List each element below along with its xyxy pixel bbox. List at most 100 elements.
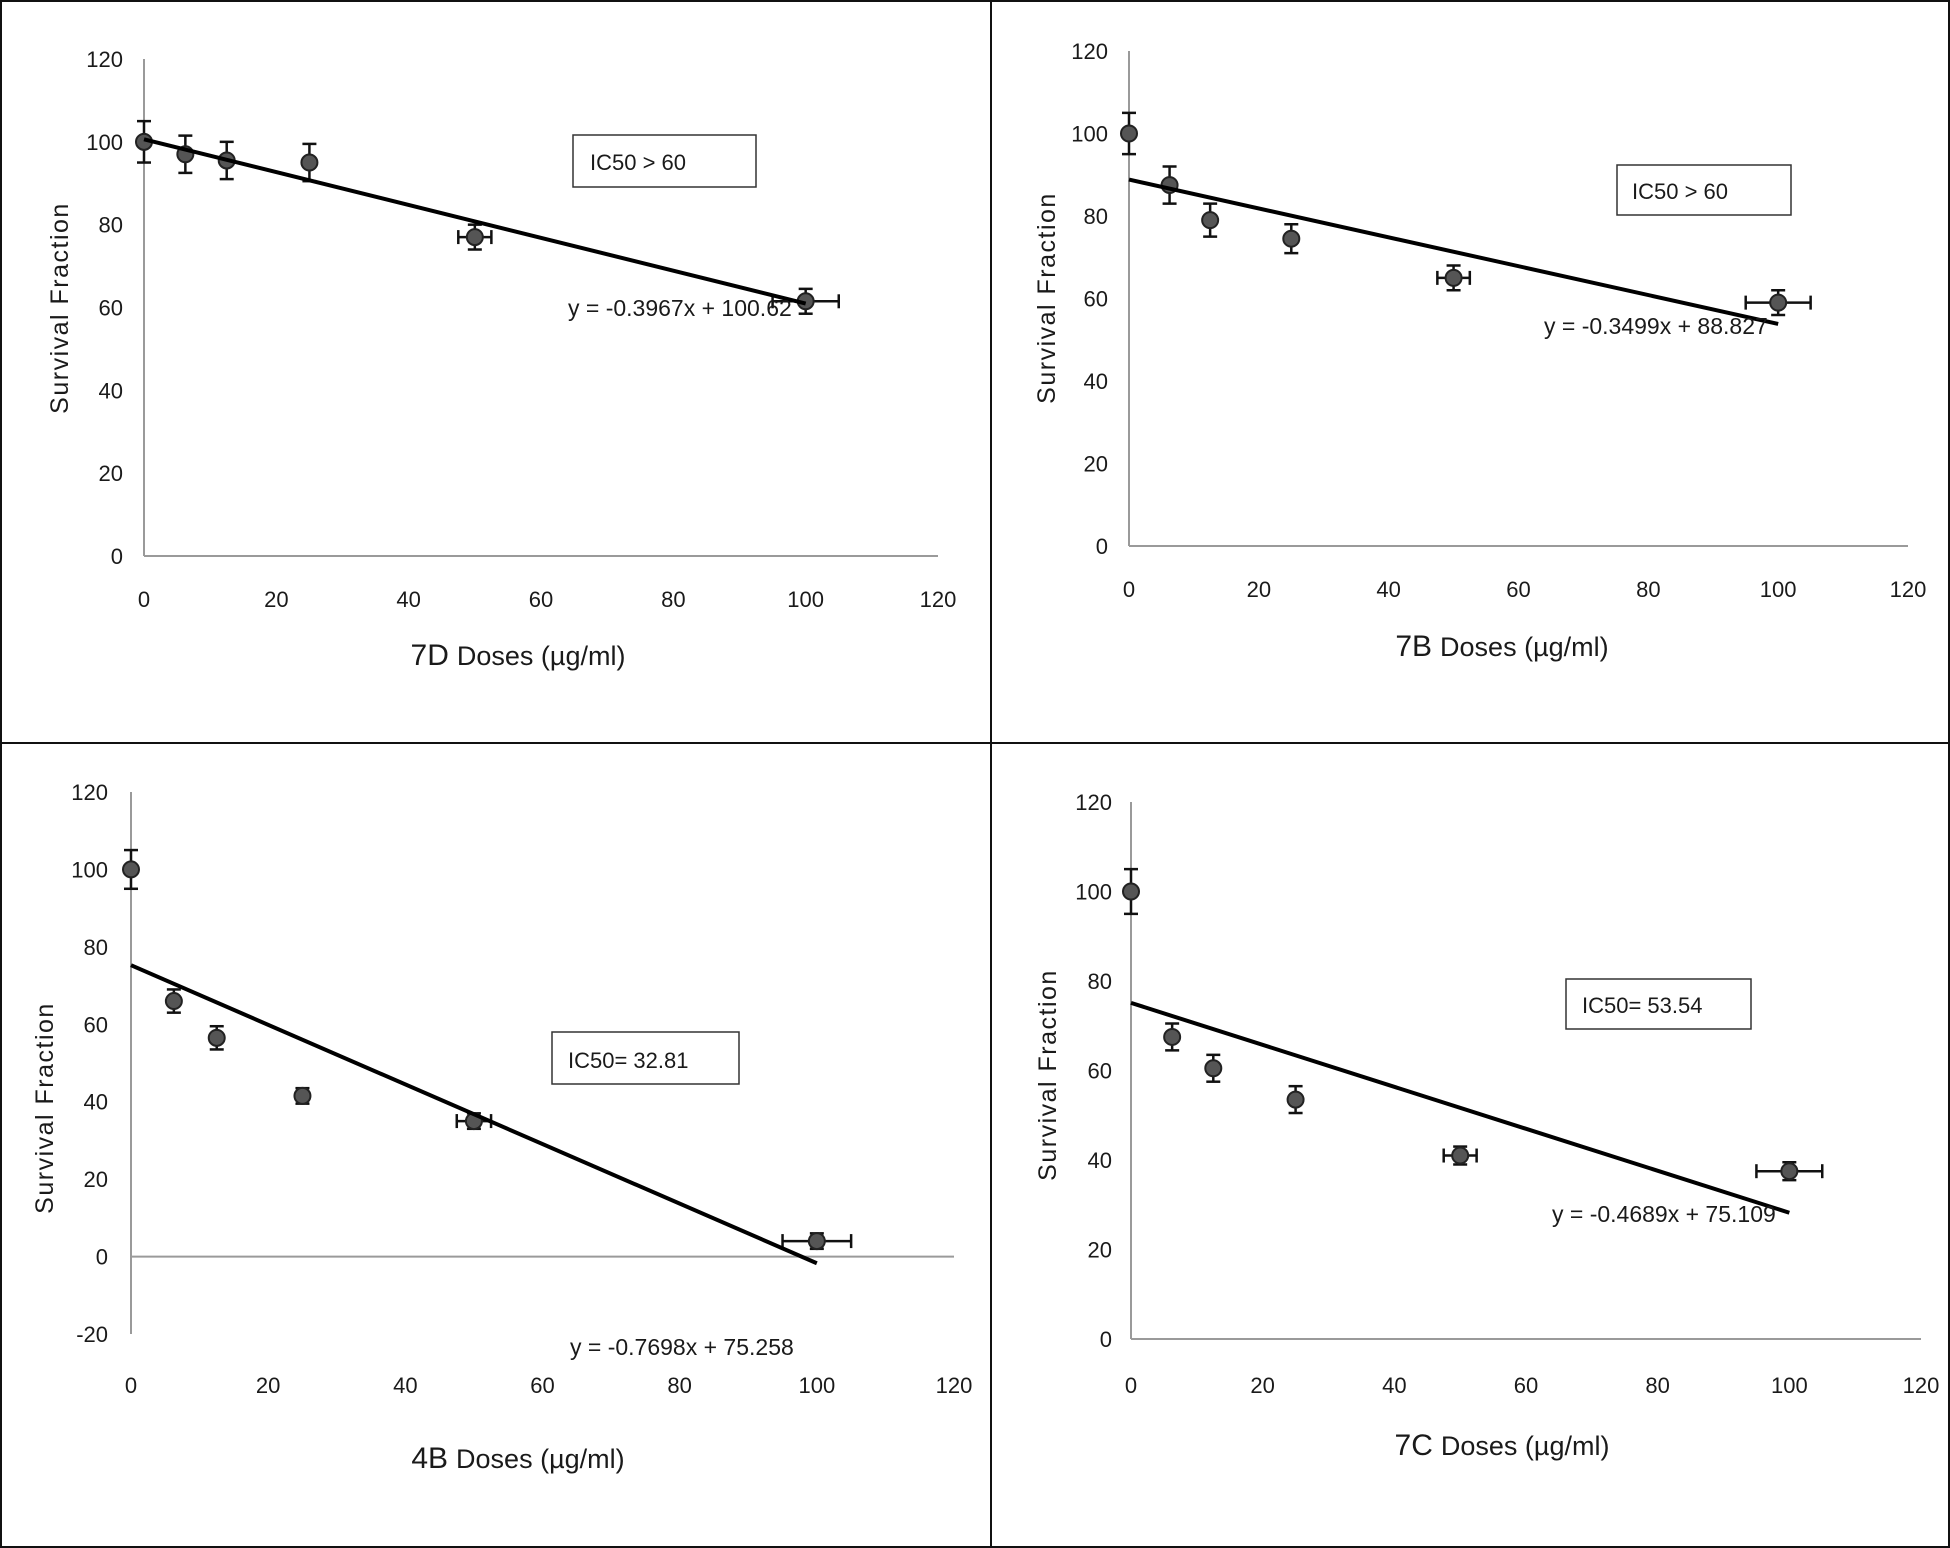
data-point [1780,1162,1799,1181]
y-tick-label: 40 [99,378,123,403]
ic50-label: IC50 > 60 [590,150,686,175]
data-point [1286,1090,1305,1109]
x-tick-label: 20 [1250,1373,1274,1398]
ic50-box [1616,164,1792,216]
y-tick-label: 100 [71,857,108,882]
x-tick-label: 80 [661,587,685,612]
trendline [130,963,818,1266]
y-tick-label: 20 [1088,1238,1112,1263]
trendline [1128,177,1779,326]
y-tick-label: 20 [1084,452,1108,477]
data-point [1451,1146,1470,1165]
chart-panel-7c: Survival Fraction 7C Doses (µg/ml) IC50= … [1034,790,1939,1462]
data-point [1769,293,1788,312]
data-point [465,228,484,247]
data-point [293,1086,312,1105]
x-tick-label: 0 [1123,577,1135,602]
y-tick-label: 80 [1088,969,1112,994]
data-point [122,860,140,879]
trendline-equation: y = -0.7698x + 75.258 [570,1334,794,1360]
x-tick-label: 80 [1645,1373,1669,1398]
y-tick-label: 120 [1071,39,1108,64]
x-tick-label: 100 [798,1373,835,1398]
x-tick-label: 40 [1382,1373,1406,1398]
x-tick-label: 60 [1506,577,1530,602]
trendline [1130,1000,1790,1215]
y-tick-label: 40 [1084,369,1108,394]
x-tick-label: 40 [393,1373,417,1398]
x-axis-label: 7B Doses (µg/ml) [1395,630,1608,663]
x-tick-label: 20 [264,587,288,612]
chart-panel-7b: Survival Fraction 7B Doses (µg/ml) IC50 >… [1033,39,1926,663]
x-tick-label: 60 [1514,1373,1538,1398]
ic50-label: IC50 > 60 [1632,179,1728,204]
ic50-box [572,134,757,188]
x-tick-label: 40 [396,587,420,612]
y-tick-label: 0 [1096,534,1108,559]
x-tick-label: 80 [667,1373,691,1398]
x-axis-label: 7D Doses (µg/ml) [411,639,626,672]
data-point [1201,211,1220,230]
x-tick-label: 100 [1771,1373,1808,1398]
y-tick-label: 80 [1084,204,1108,229]
dose-label: Doses (µg/ml) [457,641,626,671]
trendline-equation: y = -0.4689x + 75.109 [1552,1201,1776,1227]
x-tick-label: 60 [529,587,553,612]
y-tick-label: 80 [99,213,123,238]
y-tick-label: 40 [1088,1148,1112,1173]
x-tick-label: 40 [1376,577,1400,602]
data-point [1120,124,1138,143]
ic50-box [551,1031,740,1085]
x-axis-label: 4B Doses (µg/ml) [411,1442,624,1475]
y-axis-label: Survival Fraction [1033,192,1061,404]
data-point [1163,1027,1182,1046]
x-tick-label: 100 [787,587,824,612]
y-tick-label: 60 [1088,1059,1112,1084]
data-point [1122,882,1140,901]
x-tick-label: 0 [125,1373,137,1398]
y-tick-label: 60 [99,296,123,321]
dose-label: Doses (µg/ml) [1441,1431,1610,1461]
chart-panel-7d: Survival Fraction 7D Doses (µg/ml) IC50 >… [46,47,956,672]
x-tick-label: 100 [1760,577,1797,602]
y-tick-label: 120 [1075,790,1112,815]
y-tick-label: 20 [84,1167,108,1192]
y-tick-label: 100 [86,130,123,155]
data-point [807,1232,826,1251]
y-axis-label: Survival Fraction [46,202,74,414]
data-point [1282,229,1301,248]
x-tick-label: 80 [1636,577,1660,602]
x-axis-label: 7C Doses (µg/ml) [1395,1429,1610,1462]
x-tick-label: 60 [530,1373,554,1398]
x-tick-label: 0 [1125,1373,1137,1398]
y-tick-label: 80 [84,935,108,960]
dose-label: Doses (µg/ml) [456,1444,625,1474]
data-point [1204,1059,1223,1078]
chart-panel-4b: Survival Fraction 4B Doses (µg/ml) IC50= … [31,780,972,1475]
compound-label: 4B [411,1442,448,1475]
x-tick-label: 0 [138,587,150,612]
compound-label: 7B [1395,630,1432,663]
trendline-equation: y = -0.3967x + 100.62 [568,295,792,321]
x-tick-label: 120 [1903,1373,1940,1398]
ic50-box [1565,978,1752,1030]
y-tick-label: 60 [84,1012,108,1037]
ic50-label: IC50= 32.81 [568,1048,688,1073]
data-point [300,153,319,172]
trendline [143,137,807,306]
data-point [1444,268,1463,287]
y-tick-label: 120 [86,47,123,72]
y-tick-label: 40 [84,1090,108,1115]
data-point [164,992,183,1011]
y-tick-label: -20 [76,1322,108,1347]
x-tick-label: 120 [920,587,957,612]
y-tick-label: 60 [1084,287,1108,312]
y-axis-label: Survival Fraction [1034,969,1062,1181]
y-tick-label: 20 [99,461,123,486]
x-tick-label: 20 [1247,577,1271,602]
y-tick-label: 0 [1100,1327,1112,1352]
x-tick-label: 120 [936,1373,973,1398]
trendline-equation: y = -0.3499x + 88.827 [1544,313,1768,339]
